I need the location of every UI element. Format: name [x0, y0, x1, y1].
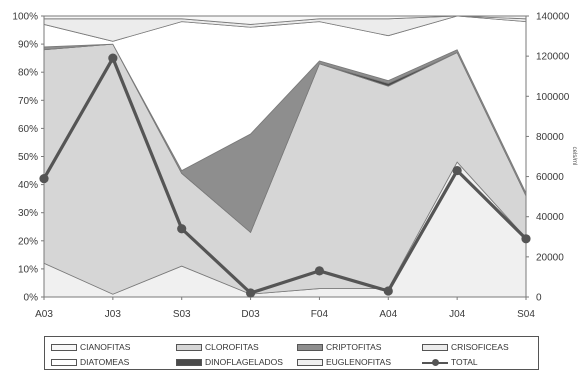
legend-swatch [176, 358, 202, 366]
y-right-tick-label: 140000 [536, 12, 570, 23]
legend-label: DIATOMEAS [80, 357, 130, 367]
total-point [383, 286, 393, 296]
y-left-tick-label: 70% [18, 96, 38, 107]
legend-label: EUGLENOFITAS [326, 357, 392, 367]
total-point [39, 173, 49, 184]
y-right-tick-label: 0 [536, 293, 542, 304]
total-point [314, 266, 325, 276]
total-series-line [42, 56, 528, 295]
legend-swatch [51, 358, 77, 366]
total-point [108, 53, 118, 63]
legend-swatch [176, 343, 202, 351]
legend-label: DINOFLAGELADOS [205, 357, 283, 367]
legend-swatch [297, 358, 323, 366]
x-tick-label: S04 [517, 309, 535, 320]
y-left-tick-label: 90% [18, 40, 38, 51]
legend-item-euglenofitas: EUGLENOFITAS [297, 355, 391, 369]
y-left-tick-label: 60% [18, 124, 38, 135]
y-right-tick-label: 40000 [536, 212, 564, 223]
y-left-tick-label: 100% [12, 12, 38, 23]
y-right-tick-label: 60000 [536, 172, 564, 183]
y-left-tick-label: 20% [18, 236, 38, 247]
total-point [177, 224, 187, 234]
chart: 0% 10% 20% 30% 40% 50% 60% 70% 80% 90% 100% 0 20000 4… [12, 12, 577, 321]
x-tick-label: A03 [35, 309, 53, 320]
x-tick-label: D03 [241, 309, 260, 320]
total-point [452, 165, 462, 176]
legend-label: CRISOFICEAS [451, 342, 509, 352]
y-left-tick-label: 50% [18, 152, 38, 163]
legend-swatch-line [422, 358, 448, 366]
legend-label: CLOROFITAS [205, 342, 259, 352]
legend-item-clorofitas: CLOROFITAS [176, 340, 259, 354]
y-right-axis-label: cels/ml [571, 147, 577, 166]
y-left-tick-label: 0% [24, 293, 39, 304]
x-tick-label: A04 [379, 309, 397, 320]
y-right-tick-label: 120000 [536, 52, 570, 63]
total-line [39, 53, 531, 298]
y-left-tick-label: 80% [18, 68, 38, 79]
y-right-tick-label: 100000 [536, 92, 570, 103]
x-tick-label: F04 [311, 309, 329, 320]
axes: 0% 10% 20% 30% 40% 50% 60% 70% 80% 90% 100% 0 20000 4… [12, 12, 577, 321]
legend-item-dinoflagelados: DINOFLAGELADOS [176, 355, 283, 369]
x-tick-label: J04 [449, 309, 466, 320]
total-point [245, 288, 256, 298]
legend-swatch [51, 343, 77, 351]
y-right-tick-label: 20000 [536, 252, 564, 263]
legend: CIANOFITAS CLOROFITAS CRIPTOFITAS CRISOF… [44, 336, 539, 370]
legend-item-diatomeas: DIATOMEAS [51, 355, 129, 369]
x-tick-label: S03 [173, 309, 191, 320]
y-right-tick-label: 80000 [536, 132, 564, 143]
y-left-tick-label: 30% [18, 208, 38, 219]
legend-item-criptofitas: CRIPTOFITAS [297, 340, 381, 354]
legend-swatch [422, 343, 448, 351]
legend-item-crisoficeas: CRISOFICEAS [422, 340, 509, 354]
legend-label: CRIPTOFITAS [326, 342, 382, 352]
legend-label: CIANOFITAS [80, 342, 131, 352]
total-point [521, 234, 531, 244]
y-left-tick-label: 40% [18, 180, 38, 191]
x-tick-label: J03 [105, 309, 122, 320]
legend-label: TOTAL [451, 357, 478, 367]
legend-swatch [297, 343, 323, 351]
legend-item-total: TOTAL [422, 355, 478, 369]
y-left-tick-label: 10% [18, 264, 38, 275]
legend-item-cianofitas: CIANOFITAS [51, 340, 130, 354]
